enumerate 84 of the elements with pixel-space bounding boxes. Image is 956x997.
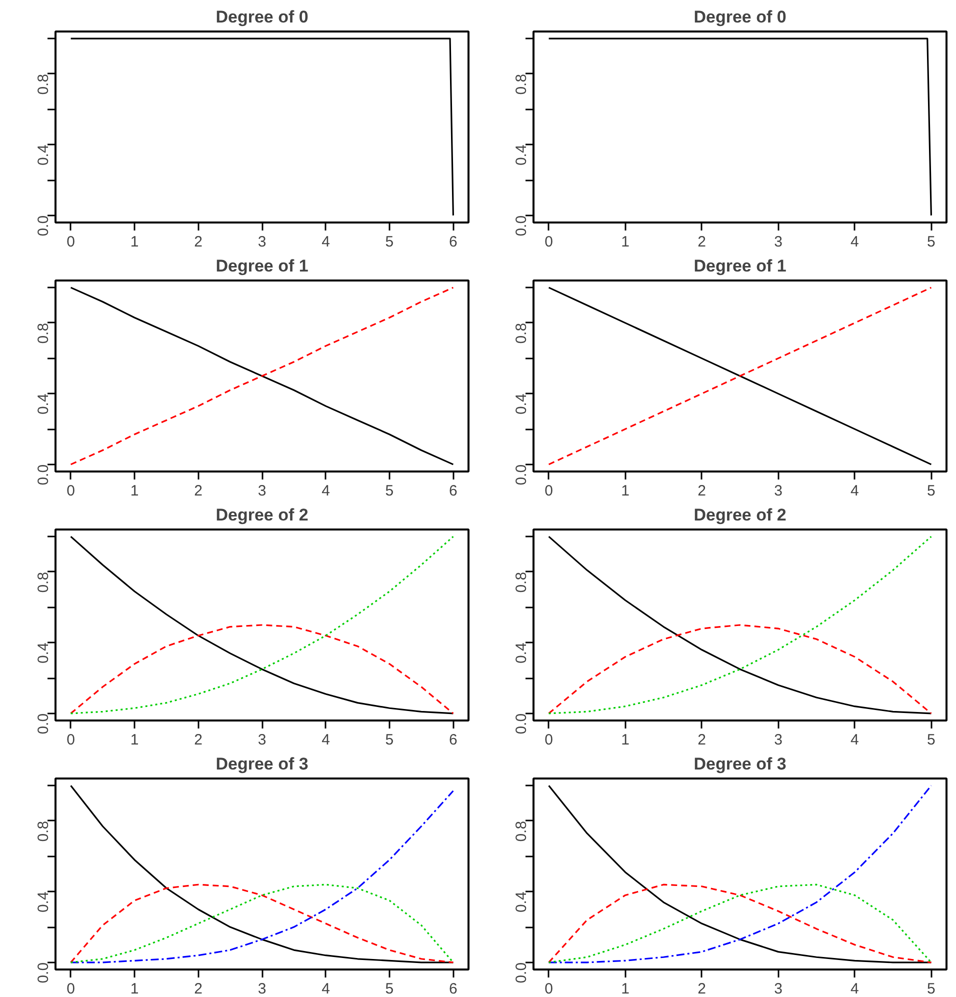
x-tick-label: 0 [66, 234, 75, 250]
x-tick-label: 6 [449, 482, 458, 500]
x-tick-label: 2 [194, 980, 202, 997]
y-tick-label: 0.0 [513, 215, 530, 236]
x-tick-label: 6 [449, 234, 458, 250]
x-tick-label: 4 [850, 482, 859, 500]
y-tick-label: 0.0 [35, 464, 52, 486]
y-tick-label: 0.4 [35, 642, 52, 664]
x-tick-label: 5 [927, 732, 936, 748]
x-tick-label: 0 [544, 482, 553, 500]
x-tick-label: 2 [194, 482, 202, 500]
chart-title: Degree of 2 [694, 506, 786, 524]
x-tick-label: 5 [927, 234, 936, 250]
y-tick-label: 0.8 [35, 572, 52, 593]
x-tick-label: 0 [66, 732, 75, 748]
y-tick-label: 0.4 [35, 394, 52, 415]
x-tick-label: 2 [698, 732, 706, 748]
x-tick-label: 3 [774, 980, 782, 997]
y-tick-label: 0.0 [513, 962, 530, 984]
y-tick-label: 0.4 [35, 892, 52, 913]
x-tick-label: 1 [621, 482, 630, 500]
x-tick-label: 3 [258, 234, 266, 250]
x-tick-label: 5 [927, 980, 936, 997]
x-tick-label: 0 [66, 482, 75, 500]
x-tick-label: 5 [385, 980, 394, 997]
y-tick-label: 0.8 [35, 74, 52, 95]
chart-title: Degree of 1 [694, 256, 786, 276]
x-tick-label: 3 [774, 732, 782, 748]
y-tick-label: 0.0 [35, 962, 52, 984]
x-tick-label: 2 [194, 732, 202, 748]
x-tick-label: 4 [322, 732, 330, 748]
y-tick-label: 0.8 [513, 74, 530, 95]
x-tick-label: 2 [194, 234, 202, 250]
x-tick-label: 2 [698, 234, 706, 250]
x-tick-label: 5 [385, 482, 394, 500]
y-tick-label: 0.8 [35, 820, 52, 842]
chart-title: Degree of 0 [216, 8, 308, 26]
x-tick-label: 2 [698, 482, 706, 500]
y-tick-label: 0.4 [513, 892, 530, 913]
x-tick-label: 3 [774, 234, 782, 250]
x-tick-label: 1 [621, 234, 630, 250]
x-tick-label: 3 [258, 980, 266, 997]
x-tick-label: 4 [850, 980, 859, 997]
x-tick-label: 1 [130, 732, 139, 748]
chart-title: Degree of 0 [694, 8, 786, 26]
y-tick-label: 0.4 [513, 642, 530, 664]
x-tick-label: 4 [850, 732, 859, 748]
y-tick-label: 0.8 [513, 572, 530, 593]
x-tick-label: 0 [544, 732, 553, 748]
x-tick-label: 1 [621, 732, 630, 748]
x-tick-label: 1 [130, 234, 139, 250]
y-tick-label: 0.0 [513, 464, 530, 486]
x-tick-label: 0 [544, 234, 553, 250]
y-tick-label: 0.8 [513, 820, 530, 842]
x-tick-label: 6 [449, 980, 458, 997]
x-tick-label: 6 [449, 732, 458, 748]
x-tick-label: 4 [322, 980, 330, 997]
x-tick-label: 5 [385, 234, 394, 250]
x-tick-label: 1 [130, 482, 139, 500]
x-tick-label: 0 [66, 980, 75, 997]
x-tick-label: 5 [927, 482, 936, 500]
x-tick-label: 1 [130, 980, 139, 997]
x-tick-label: 4 [322, 482, 330, 500]
x-tick-label: 3 [774, 482, 782, 500]
x-tick-label: 5 [385, 732, 394, 748]
x-tick-label: 4 [850, 234, 859, 250]
chart-title: Degree of 1 [216, 256, 308, 276]
y-tick-label: 0.4 [513, 144, 530, 166]
y-tick-label: 0.8 [513, 322, 530, 344]
x-tick-label: 2 [698, 980, 706, 997]
y-tick-label: 0.8 [35, 322, 52, 344]
x-tick-label: 4 [322, 234, 330, 250]
y-tick-label: 0.0 [35, 713, 52, 734]
x-tick-label: 3 [258, 732, 266, 748]
y-tick-label: 0.0 [35, 215, 52, 236]
y-tick-label: 0.4 [35, 144, 52, 166]
x-tick-label: 1 [621, 980, 630, 997]
x-tick-label: 0 [544, 980, 553, 997]
y-tick-label: 0.4 [513, 394, 530, 415]
x-tick-label: 3 [258, 482, 266, 500]
chart-title: Degree of 2 [216, 506, 308, 524]
chart-title: Degree of 3 [216, 754, 308, 774]
chart-title: Degree of 3 [694, 754, 786, 774]
y-tick-label: 0.0 [513, 713, 530, 734]
